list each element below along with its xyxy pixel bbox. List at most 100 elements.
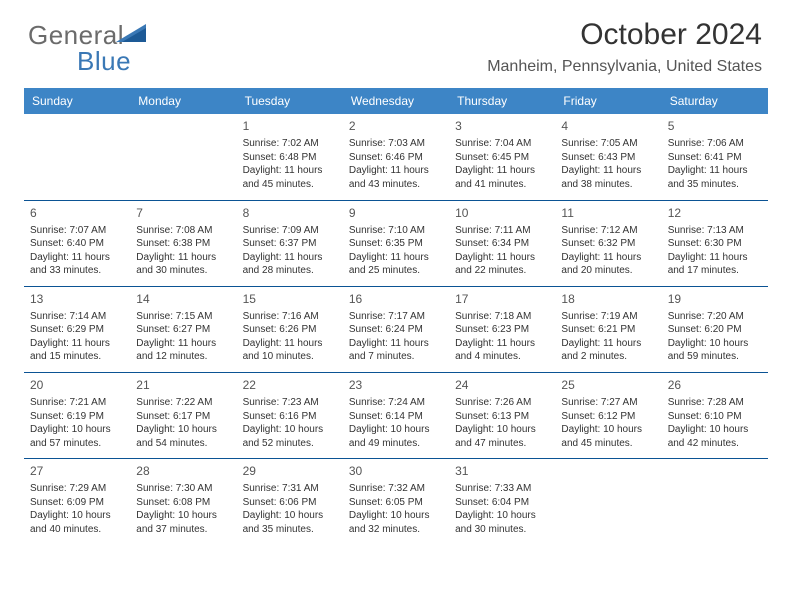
sunset-line: Sunset: 6:34 PM	[455, 237, 549, 251]
sunrise-line: Sunrise: 7:17 AM	[349, 310, 443, 324]
sunset-line: Sunset: 6:04 PM	[455, 496, 549, 510]
calendar-cell: 18 Sunrise: 7:19 AMSunset: 6:21 PMDayligh…	[555, 286, 661, 372]
day-number: 28	[136, 463, 230, 479]
calendar-cell: 2Sunrise: 7:03 AMSunset: 6:46 PMDaylight…	[343, 114, 449, 200]
sunrise-line: Sunrise: 7:28 AM	[668, 396, 762, 410]
sunset-line: Sunset: 6:10 PM	[668, 410, 762, 424]
sunrise-line: Sunrise: 7:20 AM	[668, 310, 762, 324]
day-number: 8	[243, 205, 337, 221]
daylight-line: Daylight: 10 hours and 52 minutes.	[243, 423, 337, 450]
calendar-cell: 1Sunrise: 7:02 AMSunset: 6:48 PMDaylight…	[237, 114, 343, 200]
location-subtitle: Manheim, Pennsylvania, United States	[24, 58, 762, 76]
calendar-cell: 12Sunrise: 7:13 AMSunset: 6:30 PMDayligh…	[662, 200, 768, 286]
sunset-line: Sunset: 6:35 PM	[349, 237, 443, 251]
sunset-line: Sunset: 6:09 PM	[30, 496, 124, 510]
calendar-cell: 5Sunrise: 7:06 AMSunset: 6:41 PMDaylight…	[662, 114, 768, 200]
sunset-line: Sunset: 6:17 PM	[136, 410, 230, 424]
logo: General Blue	[28, 20, 152, 51]
calendar-cell: 19Sunrise: 7:20 AMSunset: 6:20 PMDayligh…	[662, 286, 768, 372]
day-number: 15	[243, 291, 337, 307]
sunrise-line: Sunrise: 7:19 AM	[561, 310, 655, 324]
calendar-cell	[130, 114, 236, 200]
day-number: 4	[561, 118, 655, 134]
calendar-cell: 10Sunrise: 7:11 AMSunset: 6:34 PMDayligh…	[449, 200, 555, 286]
calendar-cell: 14Sunrise: 7:15 AMSunset: 6:27 PMDayligh…	[130, 286, 236, 372]
daylight-line: Daylight: 11 hours and 33 minutes.	[30, 251, 124, 278]
sunset-line: Sunset: 6:45 PM	[455, 151, 549, 165]
sunrise-line: Sunrise: 7:33 AM	[455, 482, 549, 496]
calendar-cell: 29Sunrise: 7:31 AMSunset: 6:06 PMDayligh…	[237, 459, 343, 545]
logo-text-blue: Blue	[77, 46, 131, 77]
daylight-line: Daylight: 11 hours and 30 minutes.	[136, 251, 230, 278]
day-number: 31	[455, 463, 549, 479]
day-number: 26	[668, 377, 762, 393]
day-number: 5	[668, 118, 762, 134]
sunrise-line: Sunrise: 7:02 AM	[243, 137, 337, 151]
daylight-line: Daylight: 11 hours and 4 minutes.	[455, 337, 549, 364]
sunset-line: Sunset: 6:21 PM	[561, 323, 655, 337]
calendar-cell	[662, 459, 768, 545]
sunrise-line: Sunrise: 7:04 AM	[455, 137, 549, 151]
daylight-line: Daylight: 11 hours and 22 minutes.	[455, 251, 549, 278]
sunset-line: Sunset: 6:05 PM	[349, 496, 443, 510]
dayname-fri: Friday	[555, 88, 661, 114]
sunset-line: Sunset: 6:19 PM	[30, 410, 124, 424]
calendar-cell: 26Sunrise: 7:28 AMSunset: 6:10 PMDayligh…	[662, 372, 768, 458]
sunset-line: Sunset: 6:06 PM	[243, 496, 337, 510]
daylight-line: Daylight: 10 hours and 40 minutes.	[30, 509, 124, 536]
calendar-cell: 17Sunrise: 7:18 AMSunset: 6:23 PMDayligh…	[449, 286, 555, 372]
sunrise-line: Sunrise: 7:18 AM	[455, 310, 549, 324]
daylight-line: Daylight: 11 hours and 43 minutes.	[349, 164, 443, 191]
day-number: 21	[136, 377, 230, 393]
calendar-cell: 25Sunrise: 7:27 AMSunset: 6:12 PMDayligh…	[555, 372, 661, 458]
sunrise-line: Sunrise: 7:06 AM	[668, 137, 762, 151]
sunset-line: Sunset: 6:16 PM	[243, 410, 337, 424]
sunrise-line: Sunrise: 7:13 AM	[668, 224, 762, 238]
sunrise-line: Sunrise: 7:16 AM	[243, 310, 337, 324]
day-number: 9	[349, 205, 443, 221]
day-number: 6	[30, 205, 124, 221]
day-header-row: Sunday Monday Tuesday Wednesday Thursday…	[24, 88, 768, 114]
daylight-line: Daylight: 10 hours and 54 minutes.	[136, 423, 230, 450]
sunset-line: Sunset: 6:48 PM	[243, 151, 337, 165]
sunrise-line: Sunrise: 7:15 AM	[136, 310, 230, 324]
dayname-mon: Monday	[130, 88, 236, 114]
logo-triangle-icon	[126, 28, 152, 44]
daylight-line: Daylight: 10 hours and 37 minutes.	[136, 509, 230, 536]
calendar-cell: 15Sunrise: 7:16 AMSunset: 6:26 PMDayligh…	[237, 286, 343, 372]
sunrise-line: Sunrise: 7:10 AM	[349, 224, 443, 238]
dayname-wed: Wednesday	[343, 88, 449, 114]
calendar-cell: 4Sunrise: 7:05 AMSunset: 6:43 PMDaylight…	[555, 114, 661, 200]
day-number: 23	[349, 377, 443, 393]
calendar-cell: 3Sunrise: 7:04 AMSunset: 6:45 PMDaylight…	[449, 114, 555, 200]
day-number: 13	[30, 291, 124, 307]
calendar-cell: 30Sunrise: 7:32 AMSunset: 6:05 PMDayligh…	[343, 459, 449, 545]
calendar-cell: 7Sunrise: 7:08 AMSunset: 6:38 PMDaylight…	[130, 200, 236, 286]
sunset-line: Sunset: 6:29 PM	[30, 323, 124, 337]
day-number: 2	[349, 118, 443, 134]
calendar-row: 6Sunrise: 7:07 AMSunset: 6:40 PMDaylight…	[24, 200, 768, 286]
sunrise-line: Sunrise: 7:21 AM	[30, 396, 124, 410]
daylight-line: Daylight: 11 hours and 2 minutes.	[561, 337, 655, 364]
daylight-line: Daylight: 11 hours and 28 minutes.	[243, 251, 337, 278]
sunrise-line: Sunrise: 7:03 AM	[349, 137, 443, 151]
day-number: 30	[349, 463, 443, 479]
daylight-line: Daylight: 10 hours and 45 minutes.	[561, 423, 655, 450]
day-number: 14	[136, 291, 230, 307]
day-number: 18	[561, 291, 655, 307]
dayname-thu: Thursday	[449, 88, 555, 114]
calendar-row: 1Sunrise: 7:02 AMSunset: 6:48 PMDaylight…	[24, 114, 768, 200]
sunset-line: Sunset: 6:12 PM	[561, 410, 655, 424]
sunset-line: Sunset: 6:40 PM	[30, 237, 124, 251]
sunset-line: Sunset: 6:30 PM	[668, 237, 762, 251]
sunset-line: Sunset: 6:32 PM	[561, 237, 655, 251]
daylight-line: Daylight: 11 hours and 45 minutes.	[243, 164, 337, 191]
calendar-row: 13Sunrise: 7:14 AMSunset: 6:29 PMDayligh…	[24, 286, 768, 372]
day-number: 3	[455, 118, 549, 134]
sunset-line: Sunset: 6:20 PM	[668, 323, 762, 337]
calendar-cell: 13Sunrise: 7:14 AMSunset: 6:29 PMDayligh…	[24, 286, 130, 372]
day-number: 19	[668, 291, 762, 307]
sunrise-line: Sunrise: 7:05 AM	[561, 137, 655, 151]
calendar-cell	[24, 114, 130, 200]
sunrise-line: Sunrise: 7:32 AM	[349, 482, 443, 496]
